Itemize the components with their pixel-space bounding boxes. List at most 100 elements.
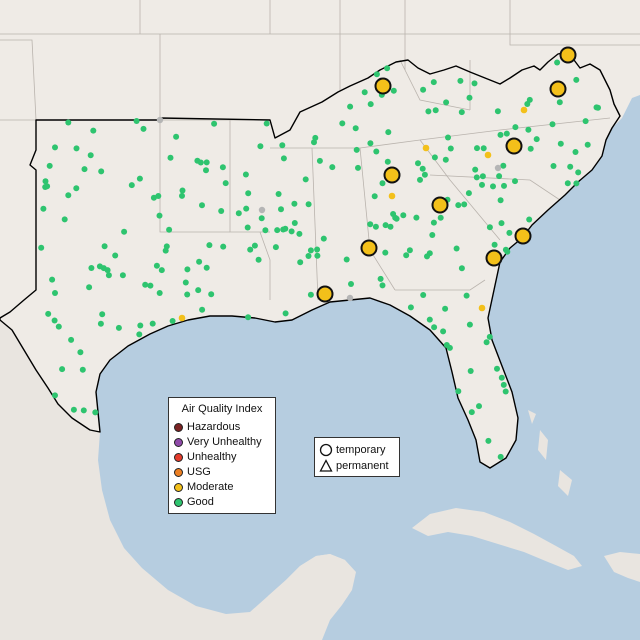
good-station[interactable] (90, 127, 97, 134)
good-station[interactable] (280, 155, 287, 162)
good-station[interactable] (371, 193, 378, 200)
good-station[interactable] (567, 163, 574, 170)
good-station[interactable] (44, 183, 51, 190)
good-station[interactable] (136, 331, 143, 338)
good-station[interactable] (457, 77, 464, 84)
good-station[interactable] (97, 320, 104, 327)
good-station[interactable] (156, 212, 163, 219)
good-station[interactable] (52, 290, 58, 296)
good-station[interactable] (497, 453, 504, 460)
moderate-temporary-station[interactable] (505, 137, 523, 155)
good-station[interactable] (525, 126, 532, 133)
good-station[interactable] (218, 208, 225, 214)
good-station[interactable] (467, 368, 474, 374)
good-station[interactable] (242, 171, 249, 178)
good-station[interactable] (149, 320, 156, 327)
good-station[interactable] (291, 220, 298, 226)
good-station[interactable] (458, 109, 465, 116)
good-station[interactable] (348, 281, 354, 287)
good-station[interactable] (142, 281, 149, 288)
good-station[interactable] (476, 403, 482, 410)
good-station[interactable] (167, 154, 174, 161)
good-station[interactable] (51, 317, 58, 324)
good-station[interactable] (112, 252, 119, 259)
good-station[interactable] (307, 247, 314, 254)
good-station[interactable] (458, 265, 465, 272)
good-station[interactable] (245, 314, 252, 321)
good-station[interactable] (55, 323, 62, 330)
offline-station[interactable] (258, 206, 266, 214)
good-station[interactable] (166, 226, 173, 233)
moderate-temporary-station[interactable] (559, 46, 577, 64)
good-station[interactable] (486, 224, 493, 231)
good-station[interactable] (490, 183, 496, 190)
good-station[interactable] (255, 256, 262, 263)
good-station[interactable] (343, 256, 350, 263)
good-station[interactable] (497, 197, 504, 204)
good-station[interactable] (415, 160, 421, 167)
moderate-station[interactable] (478, 304, 486, 312)
good-station[interactable] (447, 145, 454, 152)
good-station[interactable] (68, 336, 75, 343)
good-station[interactable] (352, 125, 359, 132)
good-station[interactable] (373, 148, 380, 155)
good-station[interactable] (45, 310, 52, 317)
good-station[interactable] (367, 221, 374, 228)
good-station[interactable] (87, 152, 94, 159)
good-station[interactable] (421, 171, 428, 178)
good-station[interactable] (453, 245, 460, 252)
good-station[interactable] (59, 366, 66, 373)
good-station[interactable] (222, 180, 229, 187)
good-station[interactable] (88, 265, 95, 271)
good-station[interactable] (491, 241, 498, 248)
good-station[interactable] (407, 304, 414, 311)
good-station[interactable] (77, 349, 84, 356)
good-station[interactable] (403, 252, 410, 259)
good-station[interactable] (86, 284, 93, 291)
good-station[interactable] (455, 388, 462, 395)
good-station[interactable] (153, 262, 160, 269)
good-station[interactable] (468, 409, 475, 416)
good-station[interactable] (501, 182, 507, 189)
moderate-temporary-station[interactable] (316, 285, 334, 303)
good-station[interactable] (235, 210, 242, 217)
good-station[interactable] (385, 129, 392, 136)
good-station[interactable] (312, 134, 319, 141)
good-station[interactable] (121, 228, 128, 235)
good-station[interactable] (291, 200, 298, 207)
good-station[interactable] (288, 228, 295, 235)
good-station[interactable] (73, 185, 80, 192)
good-station[interactable] (258, 215, 265, 222)
good-station[interactable] (498, 220, 505, 227)
moderate-temporary-station[interactable] (549, 80, 567, 98)
good-station[interactable] (420, 292, 427, 298)
good-station[interactable] (320, 235, 327, 242)
good-station[interactable] (206, 242, 213, 249)
good-station[interactable] (272, 244, 279, 251)
good-station[interactable] (203, 159, 210, 166)
good-station[interactable] (162, 247, 169, 254)
good-station[interactable] (316, 157, 323, 164)
good-station[interactable] (382, 222, 389, 229)
good-station[interactable] (498, 374, 505, 381)
good-station[interactable] (302, 176, 309, 183)
good-station[interactable] (426, 316, 433, 323)
good-station[interactable] (382, 249, 389, 256)
good-station[interactable] (503, 130, 510, 137)
good-station[interactable] (429, 232, 436, 238)
good-station[interactable] (496, 173, 503, 180)
good-station[interactable] (442, 156, 449, 163)
good-station[interactable] (549, 121, 556, 128)
good-station[interactable] (282, 225, 289, 232)
good-station[interactable] (533, 136, 540, 143)
good-station[interactable] (372, 223, 379, 230)
good-station[interactable] (52, 144, 58, 151)
good-station[interactable] (473, 174, 480, 181)
good-station[interactable] (244, 224, 251, 231)
good-station[interactable] (173, 133, 180, 140)
good-station[interactable] (96, 263, 103, 270)
good-station[interactable] (479, 181, 485, 188)
good-station[interactable] (472, 166, 479, 173)
good-station[interactable] (406, 247, 413, 254)
good-station[interactable] (502, 388, 509, 395)
